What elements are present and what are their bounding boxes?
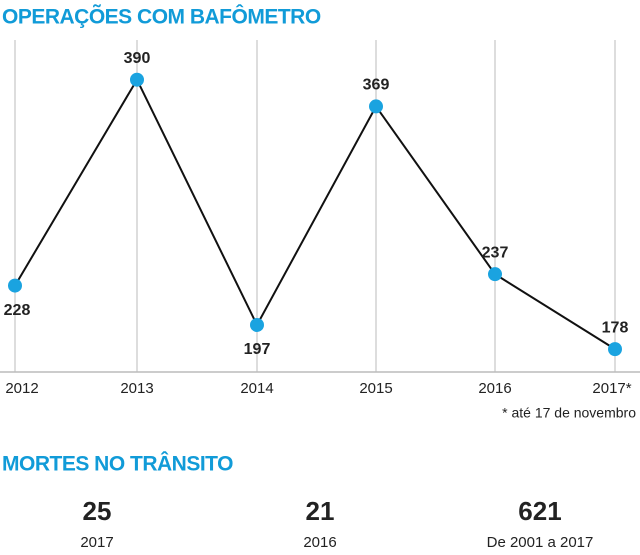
- point: [369, 99, 383, 114]
- point: [488, 267, 502, 282]
- point: [250, 317, 264, 332]
- chart-title: OPERAÇÕES COM BAFÔMETRO: [2, 5, 321, 29]
- point: [8, 278, 22, 293]
- x-tick-label: 2013: [120, 380, 153, 397]
- stat-value: 21: [306, 496, 335, 526]
- stat-label: De 2001 a 2017: [487, 534, 594, 551]
- x-tick-label: 2016: [478, 380, 511, 397]
- value-label: 228: [4, 302, 31, 319]
- section-title: MORTES NO TRÂNSITO: [2, 452, 233, 476]
- stat-label: 2016: [303, 534, 336, 551]
- value-label: 369: [363, 77, 390, 94]
- value-label: 178: [602, 319, 629, 336]
- footnote: * até 17 de novembro: [502, 405, 636, 421]
- x-tick-label: 2012: [5, 380, 38, 397]
- x-tick-label: 2014: [240, 380, 273, 397]
- value-label: 237: [482, 244, 509, 261]
- point: [608, 342, 622, 357]
- value-label: 197: [244, 341, 271, 358]
- x-tick-label: 2017*: [592, 380, 631, 397]
- stat-value: 25: [83, 496, 112, 526]
- value-label: 390: [124, 50, 151, 67]
- stat-label: 2017: [80, 534, 113, 551]
- stat-value: 621: [518, 496, 561, 526]
- point: [130, 72, 144, 87]
- line: [14, 77, 616, 350]
- x-tick-label: 2015: [359, 380, 392, 397]
